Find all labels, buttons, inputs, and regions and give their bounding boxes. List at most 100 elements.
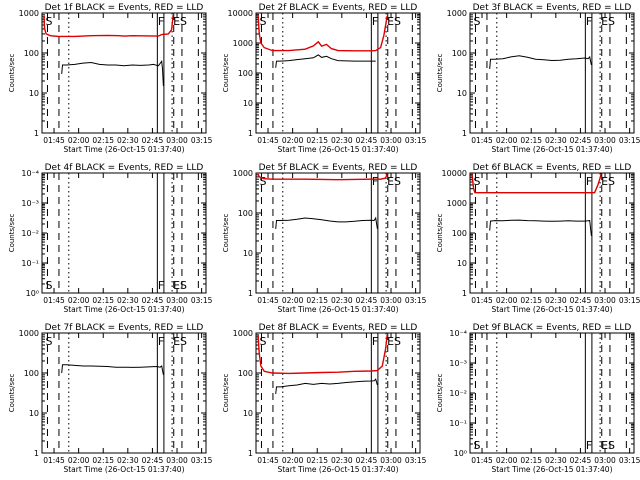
events-rate-line — [489, 55, 592, 69]
x-tick-label: 02:15 — [92, 296, 114, 305]
events-rate-line — [61, 364, 164, 375]
x-tick-label: 02:15 — [520, 136, 542, 145]
y-tick-label: 1 — [248, 289, 253, 298]
y-tick-label: 1000 — [447, 199, 467, 208]
marker-label-s: S — [45, 279, 52, 292]
y-tick-label: 1 — [462, 289, 467, 298]
x-axis-label: Start Time (26-Oct-15 01:37:40) — [63, 305, 184, 314]
x-tick-label: 01:45 — [43, 136, 65, 145]
marker-label-f: F — [158, 335, 164, 348]
y-axis-label: Counts/sec — [8, 374, 16, 413]
x-tick-label: 03:15 — [619, 136, 640, 145]
x-tick-label: 01:45 — [257, 136, 279, 145]
y-tick-label: 1 — [248, 129, 253, 138]
y-tick-label: 100 — [452, 49, 467, 58]
panel-3: Det 3f BLACK = Events, RED = LLD Counts/s… — [436, 3, 640, 154]
panel-4: Det 4f BLACK = Events, RED = LLD Counts/s… — [8, 163, 213, 314]
x-tick-label: 03:00 — [594, 296, 616, 305]
y-tick-label: 10 — [243, 409, 253, 418]
panel-7: Det 7f BLACK = Events, RED = LLD Counts/s… — [8, 323, 213, 474]
x-axis-label: Start Time (26-Oct-15 01:37:40) — [277, 305, 398, 314]
lld-rate-line — [257, 334, 388, 375]
events-rate-line — [489, 219, 592, 236]
y-axis-label: Counts/sec — [222, 214, 230, 253]
y-tick-label: 10 — [457, 259, 467, 268]
marker-label-s: S — [473, 15, 480, 28]
x-tick-label: 03:00 — [594, 136, 616, 145]
x-tick-label: 02:45 — [142, 456, 164, 465]
plot-frame — [41, 12, 207, 134]
panel-9: Det 9f BLACK = Events, RED = LLD Counts/s… — [436, 323, 640, 474]
x-axis-label: Start Time (26-Oct-15 01:37:40) — [277, 465, 398, 474]
plot-frame — [255, 172, 421, 294]
x-tick-label: 02:30 — [331, 456, 353, 465]
plot-frame — [469, 12, 635, 134]
y-tick-label: 1000 — [233, 329, 253, 338]
panel-title: Det 4f BLACK = Events, RED = LLD — [45, 163, 204, 173]
marker-label-s: S — [259, 175, 266, 188]
x-tick-label: 01:45 — [43, 456, 65, 465]
events-rate-line — [275, 216, 378, 229]
x-tick-label: 02:45 — [142, 136, 164, 145]
x-tick-label: 02:45 — [356, 456, 378, 465]
y-tick-label: 1 — [34, 449, 39, 458]
y-tick-label: 1000 — [447, 9, 467, 18]
x-tick-label: 02:15 — [520, 296, 542, 305]
marker-label-es: ES — [601, 15, 615, 28]
x-tick-label: 02:00 — [496, 296, 518, 305]
panel-title: Det 2f BLACK = Events, RED = LLD — [259, 3, 418, 13]
y-tick-label: 1 — [34, 129, 39, 138]
x-tick-label: 02:15 — [306, 136, 328, 145]
panel-title: Det 3f BLACK = Events, RED = LLD — [473, 3, 632, 13]
y-tick-label: 1000 — [19, 9, 39, 18]
x-tick-label: 03:15 — [405, 296, 427, 305]
x-tick-label: 03:15 — [191, 296, 213, 305]
x-tick-label: 01:45 — [471, 456, 493, 465]
x-tick-label: 02:15 — [306, 456, 328, 465]
x-tick-label: 02:00 — [68, 136, 90, 145]
y-axis-label: Counts/sec — [8, 214, 16, 253]
y-tick-label: 1000 — [233, 169, 253, 178]
lld-rate-line — [257, 14, 388, 52]
x-axis-label: Start Time (26-Oct-15 01:37:40) — [491, 145, 612, 154]
events-rate-line — [61, 59, 164, 87]
x-tick-label: 02:30 — [331, 296, 353, 305]
x-tick-label: 02:00 — [496, 136, 518, 145]
x-tick-label: 03:15 — [405, 456, 427, 465]
x-tick-label: 03:00 — [166, 136, 188, 145]
x-tick-label: 03:00 — [380, 296, 402, 305]
x-tick-label: 01:45 — [43, 296, 65, 305]
x-tick-label: 02:45 — [570, 296, 592, 305]
x-axis-label: Start Time (26-Oct-15 01:37:40) — [63, 145, 184, 154]
y-tick-label: 10⁻¹ — [21, 259, 39, 268]
y-tick-label: 10000 — [442, 169, 467, 178]
y-tick-label: 10⁻² — [449, 389, 467, 398]
y-axis-label: Counts/sec — [222, 374, 230, 413]
x-tick-label: 03:00 — [594, 456, 616, 465]
x-tick-label: 02:30 — [117, 456, 139, 465]
plot-frame — [469, 332, 635, 454]
y-axis-label: Counts/sec — [436, 214, 444, 253]
events-rate-line — [275, 378, 378, 394]
y-axis-label: Counts/sec — [436, 54, 444, 93]
x-tick-label: 01:45 — [471, 296, 493, 305]
x-tick-label: 02:30 — [545, 136, 567, 145]
x-tick-label: 03:00 — [380, 456, 402, 465]
x-axis-label: Start Time (26-Oct-15 01:37:40) — [63, 465, 184, 474]
x-tick-label: 02:30 — [117, 136, 139, 145]
y-tick-label: 10⁻² — [21, 229, 39, 238]
panel-title: Det 5f BLACK = Events, RED = LLD — [259, 163, 418, 173]
y-tick-label: 10⁰ — [454, 449, 467, 458]
x-tick-label: 02:00 — [282, 136, 304, 145]
x-tick-label: 02:00 — [68, 296, 90, 305]
y-tick-label: 10⁻³ — [449, 359, 467, 368]
panel-title: Det 6f BLACK = Events, RED = LLD — [473, 163, 632, 173]
x-tick-label: 02:15 — [520, 456, 542, 465]
marker-label-s: S — [473, 439, 480, 452]
x-tick-label: 03:00 — [380, 136, 402, 145]
x-tick-label: 02:30 — [545, 296, 567, 305]
marker-label-s: S — [473, 175, 480, 188]
lld-rate-line — [471, 173, 602, 194]
x-tick-label: 01:45 — [471, 136, 493, 145]
